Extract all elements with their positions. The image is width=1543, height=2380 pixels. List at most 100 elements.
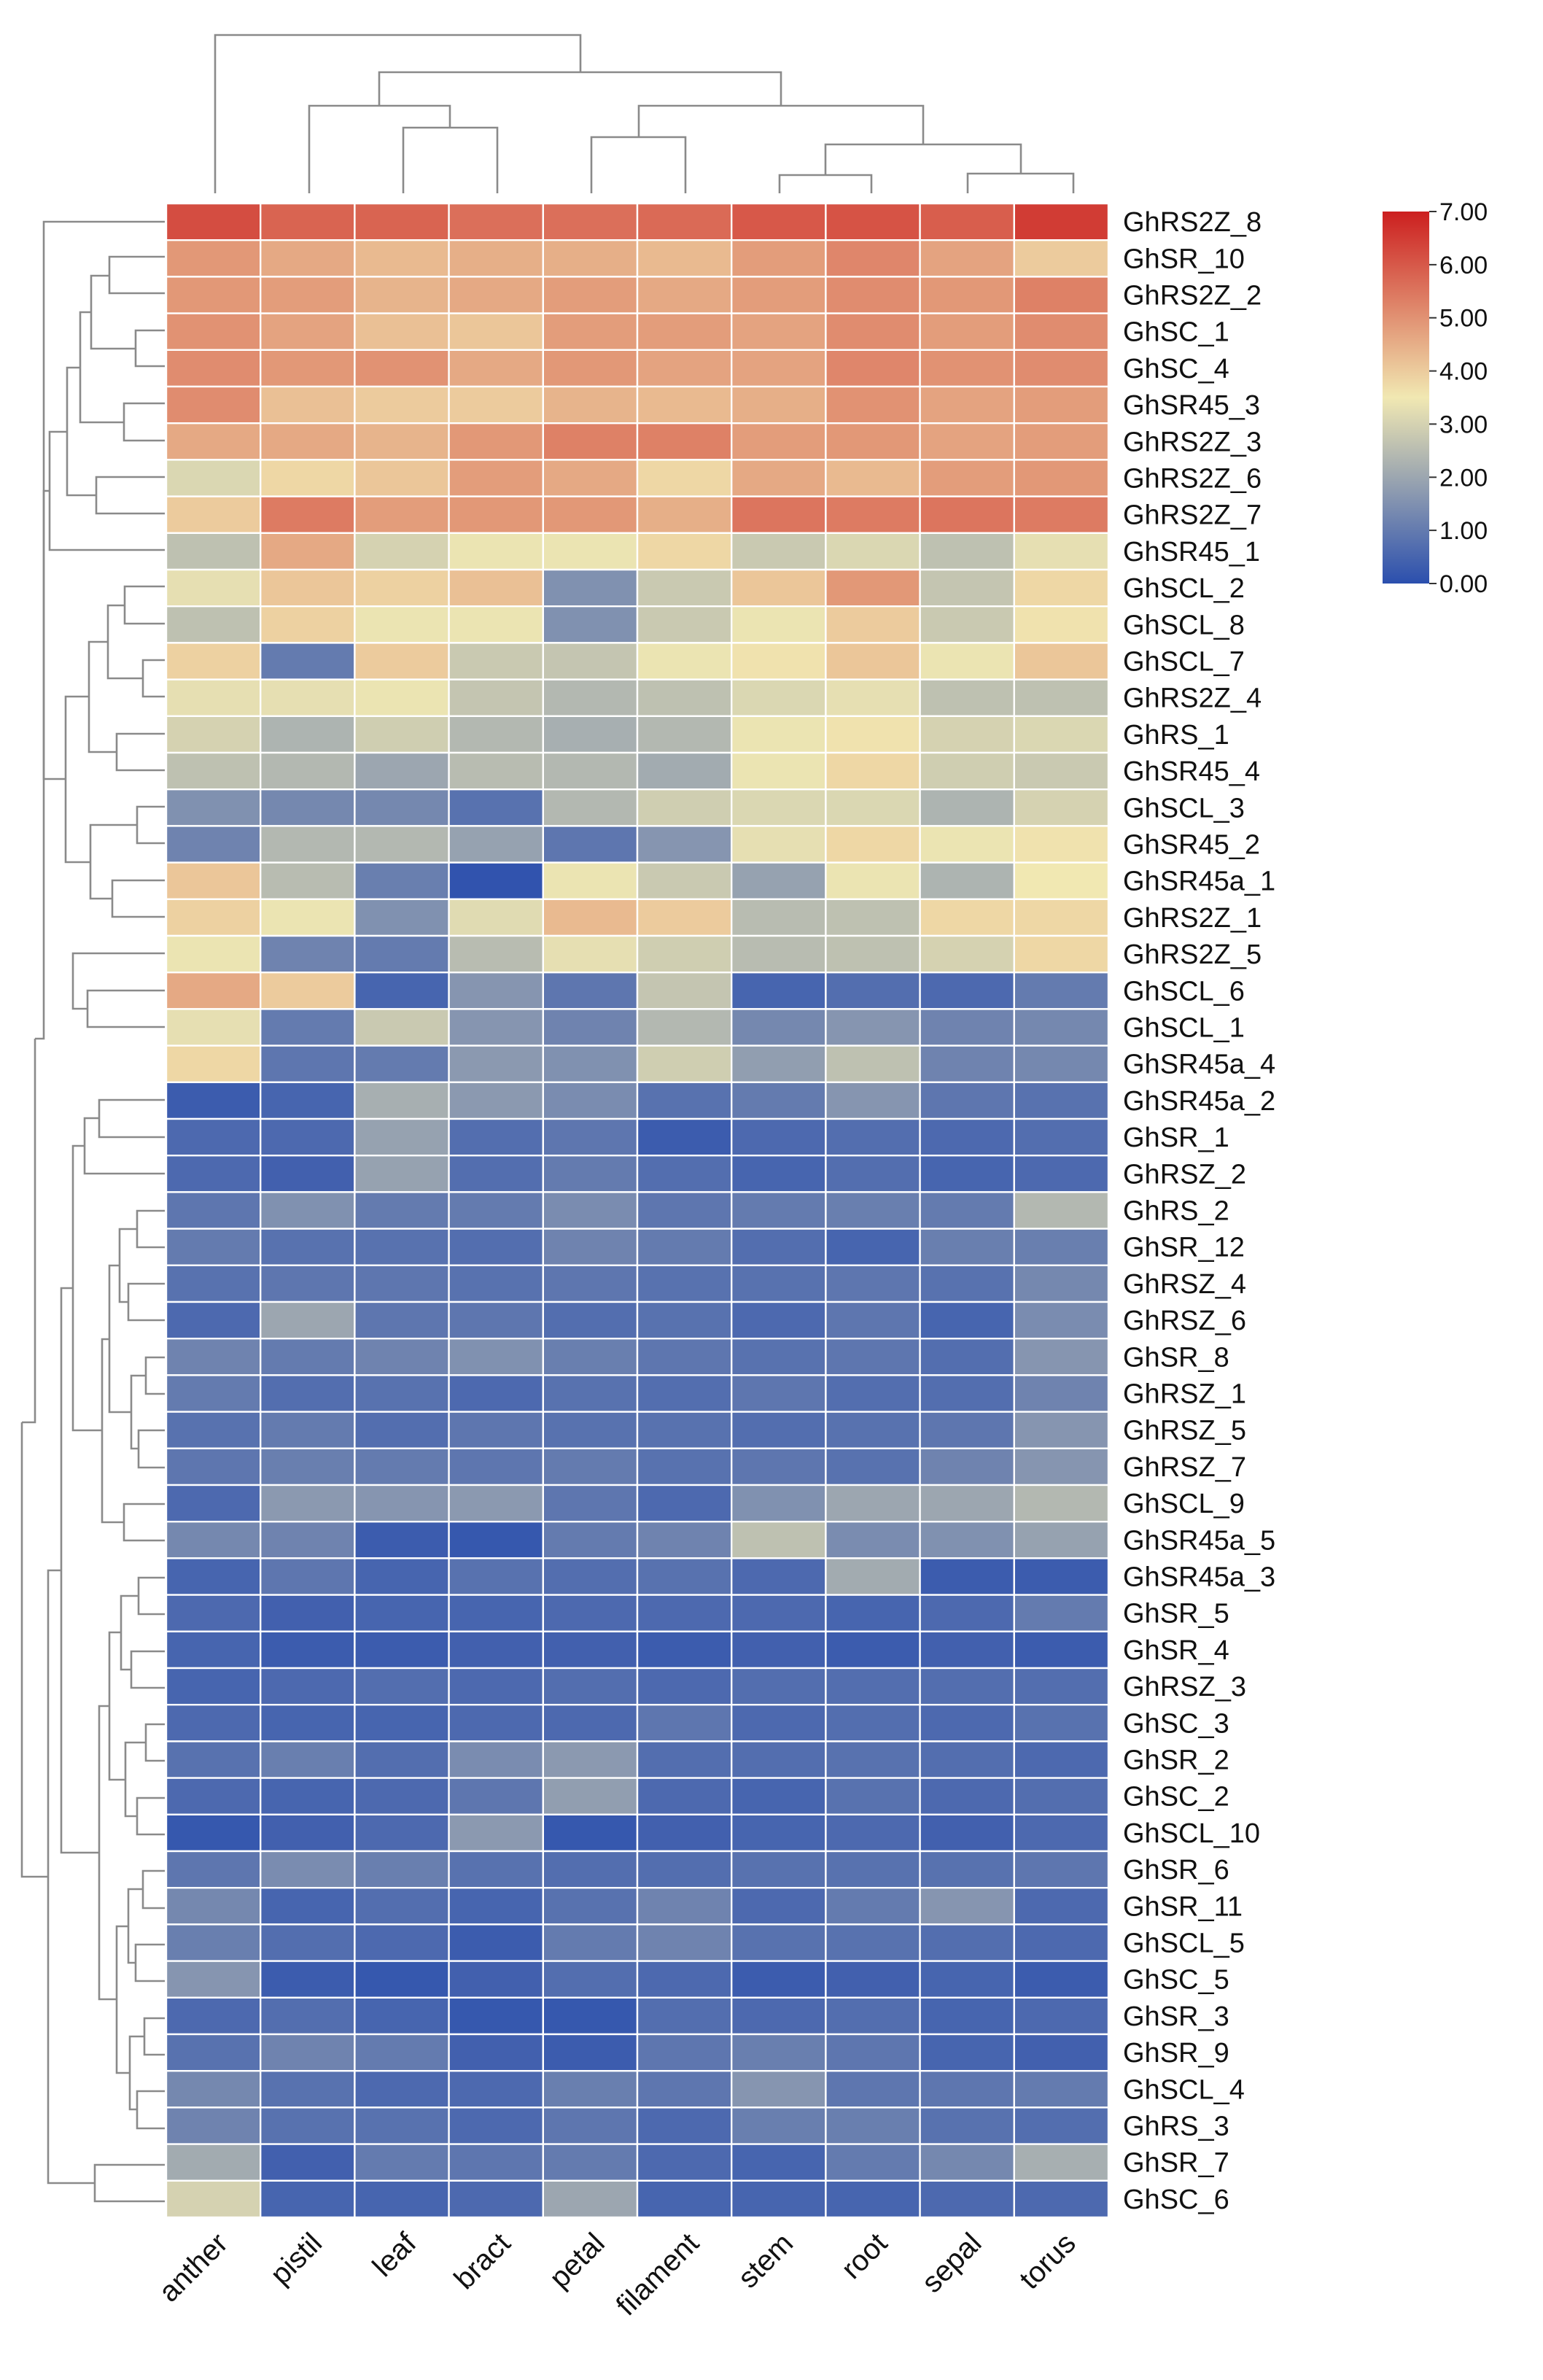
heatmap-cell: [448, 605, 544, 644]
row-label: GhRSZ_6: [1123, 1306, 1246, 1336]
heatmap-cell: [1013, 422, 1110, 461]
heatmap-cell: [448, 1411, 544, 1449]
heatmap-cell: [636, 715, 733, 754]
row-label: GhRS2Z_2: [1123, 281, 1262, 311]
heatmap-cell: [260, 1923, 356, 1962]
heatmap-cell: [260, 1813, 356, 1853]
heatmap-cell: [1013, 1886, 1110, 1926]
heatmap-cell: [260, 2106, 356, 2145]
heatmap-cell: [260, 825, 356, 864]
heatmap-cell: [825, 1411, 921, 1449]
heatmap-cell: [919, 1447, 1015, 1486]
heatmap-cell: [825, 385, 921, 425]
heatmap-cell: [260, 751, 356, 791]
heatmap-cell: [731, 898, 827, 937]
heatmap-cell: [542, 715, 639, 754]
heatmap-cell: [354, 642, 450, 681]
heatmap-cell: [448, 1520, 544, 1559]
heatmap-cell: [542, 1117, 639, 1157]
heatmap-cell: [919, 1703, 1015, 1743]
heatmap-cell: [542, 1411, 639, 1449]
heatmap-cell: [354, 1630, 450, 1670]
heatmap-cell: [448, 1264, 544, 1303]
heatmap-cell: [354, 422, 450, 461]
heatmap-cell: [165, 971, 262, 1010]
heatmap-cell: [448, 1081, 544, 1120]
row-label: GhRSZ_4: [1123, 1269, 1246, 1300]
heatmap-cell: [165, 1484, 262, 1523]
heatmap-cell: [448, 2033, 544, 2072]
heatmap-cell: [825, 1594, 921, 1633]
heatmap-cell: [448, 2069, 544, 2109]
column-label: filament: [610, 2227, 705, 2322]
heatmap-cell: [731, 2106, 827, 2145]
heatmap-cell: [1013, 1117, 1110, 1157]
heatmap-cell: [731, 1923, 827, 1962]
heatmap-cell: [825, 788, 921, 827]
heatmap-cell: [165, 1337, 262, 1376]
heatmap-cell: [731, 1996, 827, 2036]
heatmap-cell: [354, 898, 450, 937]
heatmap-cell: [636, 1301, 733, 1340]
heatmap-cell: [354, 1520, 450, 1559]
heatmap-cell: [731, 2033, 827, 2072]
row-label: GhSR_4: [1123, 1635, 1229, 1666]
heatmap-cell: [731, 1301, 827, 1340]
heatmap-cell: [636, 1667, 733, 1706]
heatmap-cell: [919, 202, 1015, 241]
heatmap-cell: [260, 861, 356, 900]
heatmap-cell: [1013, 1960, 1110, 1999]
heatmap-cell: [542, 2143, 639, 2182]
heatmap-cell: [260, 1850, 356, 1889]
heatmap-cell: [1013, 642, 1110, 681]
heatmap-cell: [260, 1228, 356, 1266]
heatmap-cell: [1013, 2069, 1110, 2109]
heatmap-cell: [448, 1557, 544, 1596]
heatmap-cell: [448, 2179, 544, 2219]
row-label: GhSCL_9: [1123, 1489, 1245, 1519]
column-label: root: [836, 2227, 894, 2285]
heatmap-cell: [448, 971, 544, 1010]
heatmap-cell: [165, 495, 262, 534]
heatmap-cell: [542, 1996, 639, 2036]
row-label: GhSCL_10: [1123, 1818, 1260, 1849]
row-label: GhRS2Z_1: [1123, 903, 1262, 934]
heatmap-cell: [1013, 276, 1110, 314]
heatmap-cell: [448, 2143, 544, 2182]
row-label: GhSR_11: [1123, 1891, 1243, 1922]
heatmap-cell: [448, 1923, 544, 1962]
heatmap-cell: [1013, 1264, 1110, 1303]
heatmap-cell: [825, 202, 921, 241]
heatmap-cell: [354, 1557, 450, 1596]
heatmap-cell: [1013, 495, 1110, 534]
heatmap-cell: [636, 1923, 733, 1962]
heatmap-cell: [354, 1813, 450, 1853]
heatmap-cell: [354, 1044, 450, 1083]
heatmap-cell: [354, 2179, 450, 2219]
row-label: GhRSZ_5: [1123, 1416, 1246, 1446]
heatmap-cell: [731, 1044, 827, 1083]
heatmap-cell: [825, 934, 921, 974]
heatmap-cell: [636, 2143, 733, 2182]
heatmap-cell: [542, 934, 639, 974]
heatmap-cell: [260, 1703, 356, 1743]
heatmap-cell: [731, 532, 827, 571]
heatmap-cell: [165, 1008, 262, 1047]
heatmap-cell: [260, 349, 356, 388]
heatmap-cell: [825, 1630, 921, 1670]
heatmap-cell: [448, 898, 544, 937]
heatmap-cell: [542, 1886, 639, 1926]
heatmap-cell: [919, 239, 1015, 278]
row-label: GhSR_1: [1123, 1123, 1229, 1153]
heatmap-cell: [165, 1044, 262, 1083]
legend-tick-label: 0.00: [1439, 570, 1488, 598]
heatmap-cell: [825, 312, 921, 352]
heatmap-cell: [260, 1960, 356, 1999]
heatmap-cell: [919, 385, 1015, 425]
heatmap-cell: [919, 934, 1015, 974]
heatmap-cell: [731, 2143, 827, 2182]
heatmap-cell: [825, 1520, 921, 1559]
heatmap-cell: [636, 751, 733, 791]
heatmap-cell: [354, 1594, 450, 1633]
